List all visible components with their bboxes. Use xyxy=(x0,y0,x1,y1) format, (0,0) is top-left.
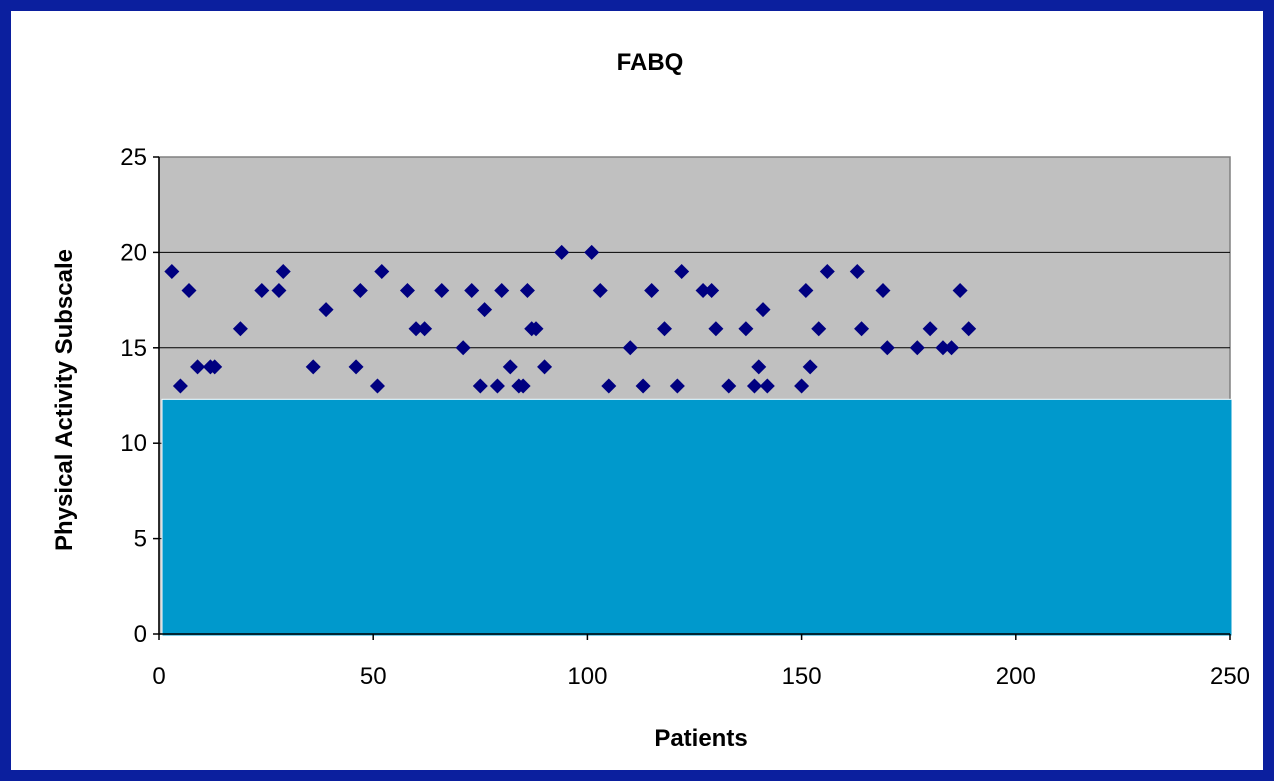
data-point xyxy=(695,283,711,299)
data-point xyxy=(554,244,570,260)
data-point xyxy=(164,263,180,279)
data-point xyxy=(875,283,891,299)
data-point xyxy=(759,378,775,394)
data-point xyxy=(854,321,870,337)
data-point xyxy=(644,283,660,299)
data-point xyxy=(455,340,471,356)
data-point xyxy=(879,340,895,356)
data-point xyxy=(798,283,814,299)
data-point xyxy=(254,283,270,299)
data-point xyxy=(519,283,535,299)
data-point xyxy=(704,283,720,299)
data-point xyxy=(369,378,385,394)
data-point xyxy=(502,359,518,375)
data-point xyxy=(408,321,424,337)
data-point xyxy=(721,378,737,394)
data-point xyxy=(515,378,531,394)
data-point xyxy=(738,321,754,337)
data-point xyxy=(305,359,321,375)
data-point xyxy=(669,378,685,394)
data-point xyxy=(961,321,977,337)
data-point xyxy=(584,244,600,260)
data-point xyxy=(232,321,248,337)
data-point xyxy=(819,263,835,279)
data-point xyxy=(922,321,938,337)
chart-frame: 0 5 10 15 20 25 0 50 100 150 200 250 FABQ Patients … xyxy=(11,11,1263,770)
y-tick-label: 0 xyxy=(134,621,147,648)
data-point xyxy=(755,302,771,318)
data-point xyxy=(622,340,638,356)
x-tick-label: 200 xyxy=(996,663,1036,690)
data-point xyxy=(794,378,810,394)
data-point xyxy=(181,283,197,299)
data-point xyxy=(802,359,818,375)
chart-title: FABQ xyxy=(617,49,684,76)
x-tick-label: 250 xyxy=(1210,663,1250,690)
data-point xyxy=(935,340,951,356)
data-point xyxy=(190,359,206,375)
y-axis-title: Physical Activity Subscale xyxy=(51,249,78,551)
data-point xyxy=(348,359,364,375)
x-tick-label: 100 xyxy=(567,663,607,690)
data-point xyxy=(494,283,510,299)
data-point xyxy=(477,302,493,318)
y-tick-label: 25 xyxy=(120,144,147,171)
data-point xyxy=(464,283,480,299)
data-point xyxy=(592,283,608,299)
data-point xyxy=(472,378,488,394)
data-point xyxy=(708,321,724,337)
y-tick-label: 15 xyxy=(120,335,147,362)
data-point xyxy=(537,359,553,375)
data-point xyxy=(318,302,334,318)
data-point xyxy=(746,378,762,394)
data-point xyxy=(657,321,673,337)
data-point xyxy=(528,321,544,337)
data-point xyxy=(635,378,651,394)
data-point xyxy=(909,340,925,356)
data-point xyxy=(271,283,287,299)
x-axis-title: Patients xyxy=(654,725,747,752)
y-tick-label: 10 xyxy=(120,430,147,457)
data-point xyxy=(207,359,223,375)
x-tick-label: 150 xyxy=(782,663,822,690)
data-point xyxy=(399,283,415,299)
data-point xyxy=(172,378,188,394)
data-point xyxy=(352,283,368,299)
data-point xyxy=(849,263,865,279)
data-point xyxy=(434,283,450,299)
overlay-box xyxy=(161,398,1233,637)
data-point xyxy=(811,321,827,337)
x-tick-label: 0 xyxy=(152,663,165,690)
data-point xyxy=(952,283,968,299)
y-tick-label: 5 xyxy=(134,526,147,553)
axes xyxy=(153,156,1231,640)
data-point xyxy=(944,340,960,356)
data-point xyxy=(674,263,690,279)
y-tick-label: 20 xyxy=(120,239,147,266)
data-point xyxy=(275,263,291,279)
x-tick-label: 50 xyxy=(360,663,387,690)
data-point xyxy=(417,321,433,337)
data-point xyxy=(489,378,505,394)
data-point xyxy=(374,263,390,279)
data-point xyxy=(751,359,767,375)
data-points xyxy=(164,244,977,394)
data-point xyxy=(601,378,617,394)
